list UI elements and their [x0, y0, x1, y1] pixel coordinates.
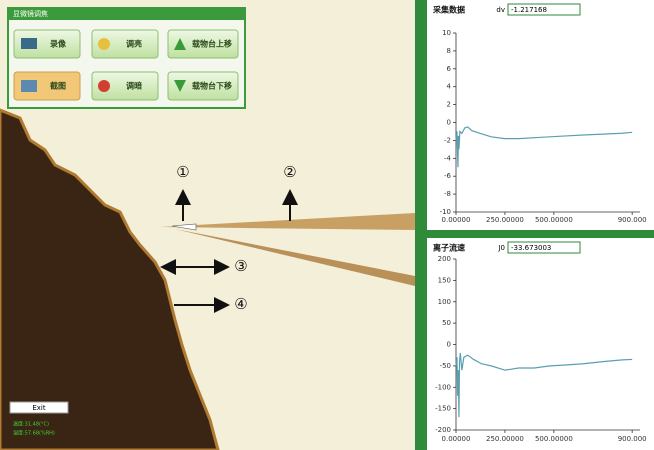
y-tick-label: 200 [438, 255, 451, 263]
icon [21, 38, 37, 49]
y-tick-label: 4 [447, 83, 452, 91]
x-tick-label: 0.00000 [442, 216, 471, 224]
button-label: 调亮 [126, 39, 142, 49]
param-label: dv [496, 6, 505, 14]
y-tick-label: -100 [435, 383, 451, 391]
param-value: -33.673003 [511, 244, 551, 252]
chart-separator [427, 230, 654, 238]
y-tick-label: -50 [440, 362, 451, 370]
button-label: 调暗 [126, 81, 142, 91]
y-tick-label: 150 [438, 276, 451, 284]
button-label: 截图 [50, 81, 66, 91]
y-tick-label: 6 [447, 65, 452, 73]
x-tick-label: 500.00000 [535, 216, 573, 224]
chart-title: 采集数据 [432, 5, 465, 15]
x-tick-label: 500.00000 [535, 435, 573, 443]
y-tick-label: -150 [435, 405, 451, 413]
control-panel: 显微镜调焦 录像 调亮 载物台上移 截图 调暗 载物台下移 [8, 8, 245, 108]
y-tick-label: 2 [447, 101, 451, 109]
y-tick-label: -8 [444, 190, 451, 198]
param-label: J0 [497, 244, 505, 252]
y-tick-label: -2 [444, 136, 451, 144]
x-tick-label: 250.00000 [486, 216, 524, 224]
panel-title: 显微镜调焦 [13, 9, 48, 18]
status-text: 湿度:57.68(%RH) [13, 430, 55, 437]
button-label: 载物台上移 [192, 39, 232, 49]
y-tick-label: 50 [442, 319, 451, 327]
annotation: ③ [234, 257, 247, 275]
screen: ① ② ③ ④ 显微镜调焦 录像 调亮 载物台上移 截图 调暗 载物台下移 Ex… [0, 0, 654, 450]
y-tick-label: 10 [442, 29, 451, 37]
y-tick-label: 100 [438, 298, 451, 306]
annotation: ② [283, 163, 296, 181]
y-tick-label: 8 [447, 47, 451, 55]
annotation: ④ [234, 295, 247, 313]
status-text: 温度:31.48(°C) [13, 421, 49, 428]
y-tick-label: 0 [447, 341, 451, 349]
icon [98, 80, 110, 92]
x-tick-label: 250.00000 [486, 435, 524, 443]
divider [415, 0, 427, 450]
chart-title: 离子流速 [433, 243, 465, 253]
y-tick-label: -200 [435, 426, 451, 434]
x-tick-label: 900.000 [618, 216, 647, 224]
param-value: -1.217168 [511, 6, 547, 14]
x-tick-label: 0.00000 [442, 435, 471, 443]
button-label: 载物台下移 [192, 81, 232, 91]
exit-label: Exit [32, 404, 46, 412]
y-tick-label: -6 [444, 172, 452, 180]
y-tick-label: 0 [447, 119, 451, 127]
icon [21, 80, 37, 92]
button-label: 录像 [50, 39, 67, 49]
y-tick-label: -4 [444, 154, 452, 162]
x-tick-label: 900.000 [618, 435, 647, 443]
annotation: ① [176, 163, 189, 181]
y-tick-label: -10 [440, 208, 451, 216]
icon [98, 38, 110, 50]
chart-panel [427, 0, 654, 450]
